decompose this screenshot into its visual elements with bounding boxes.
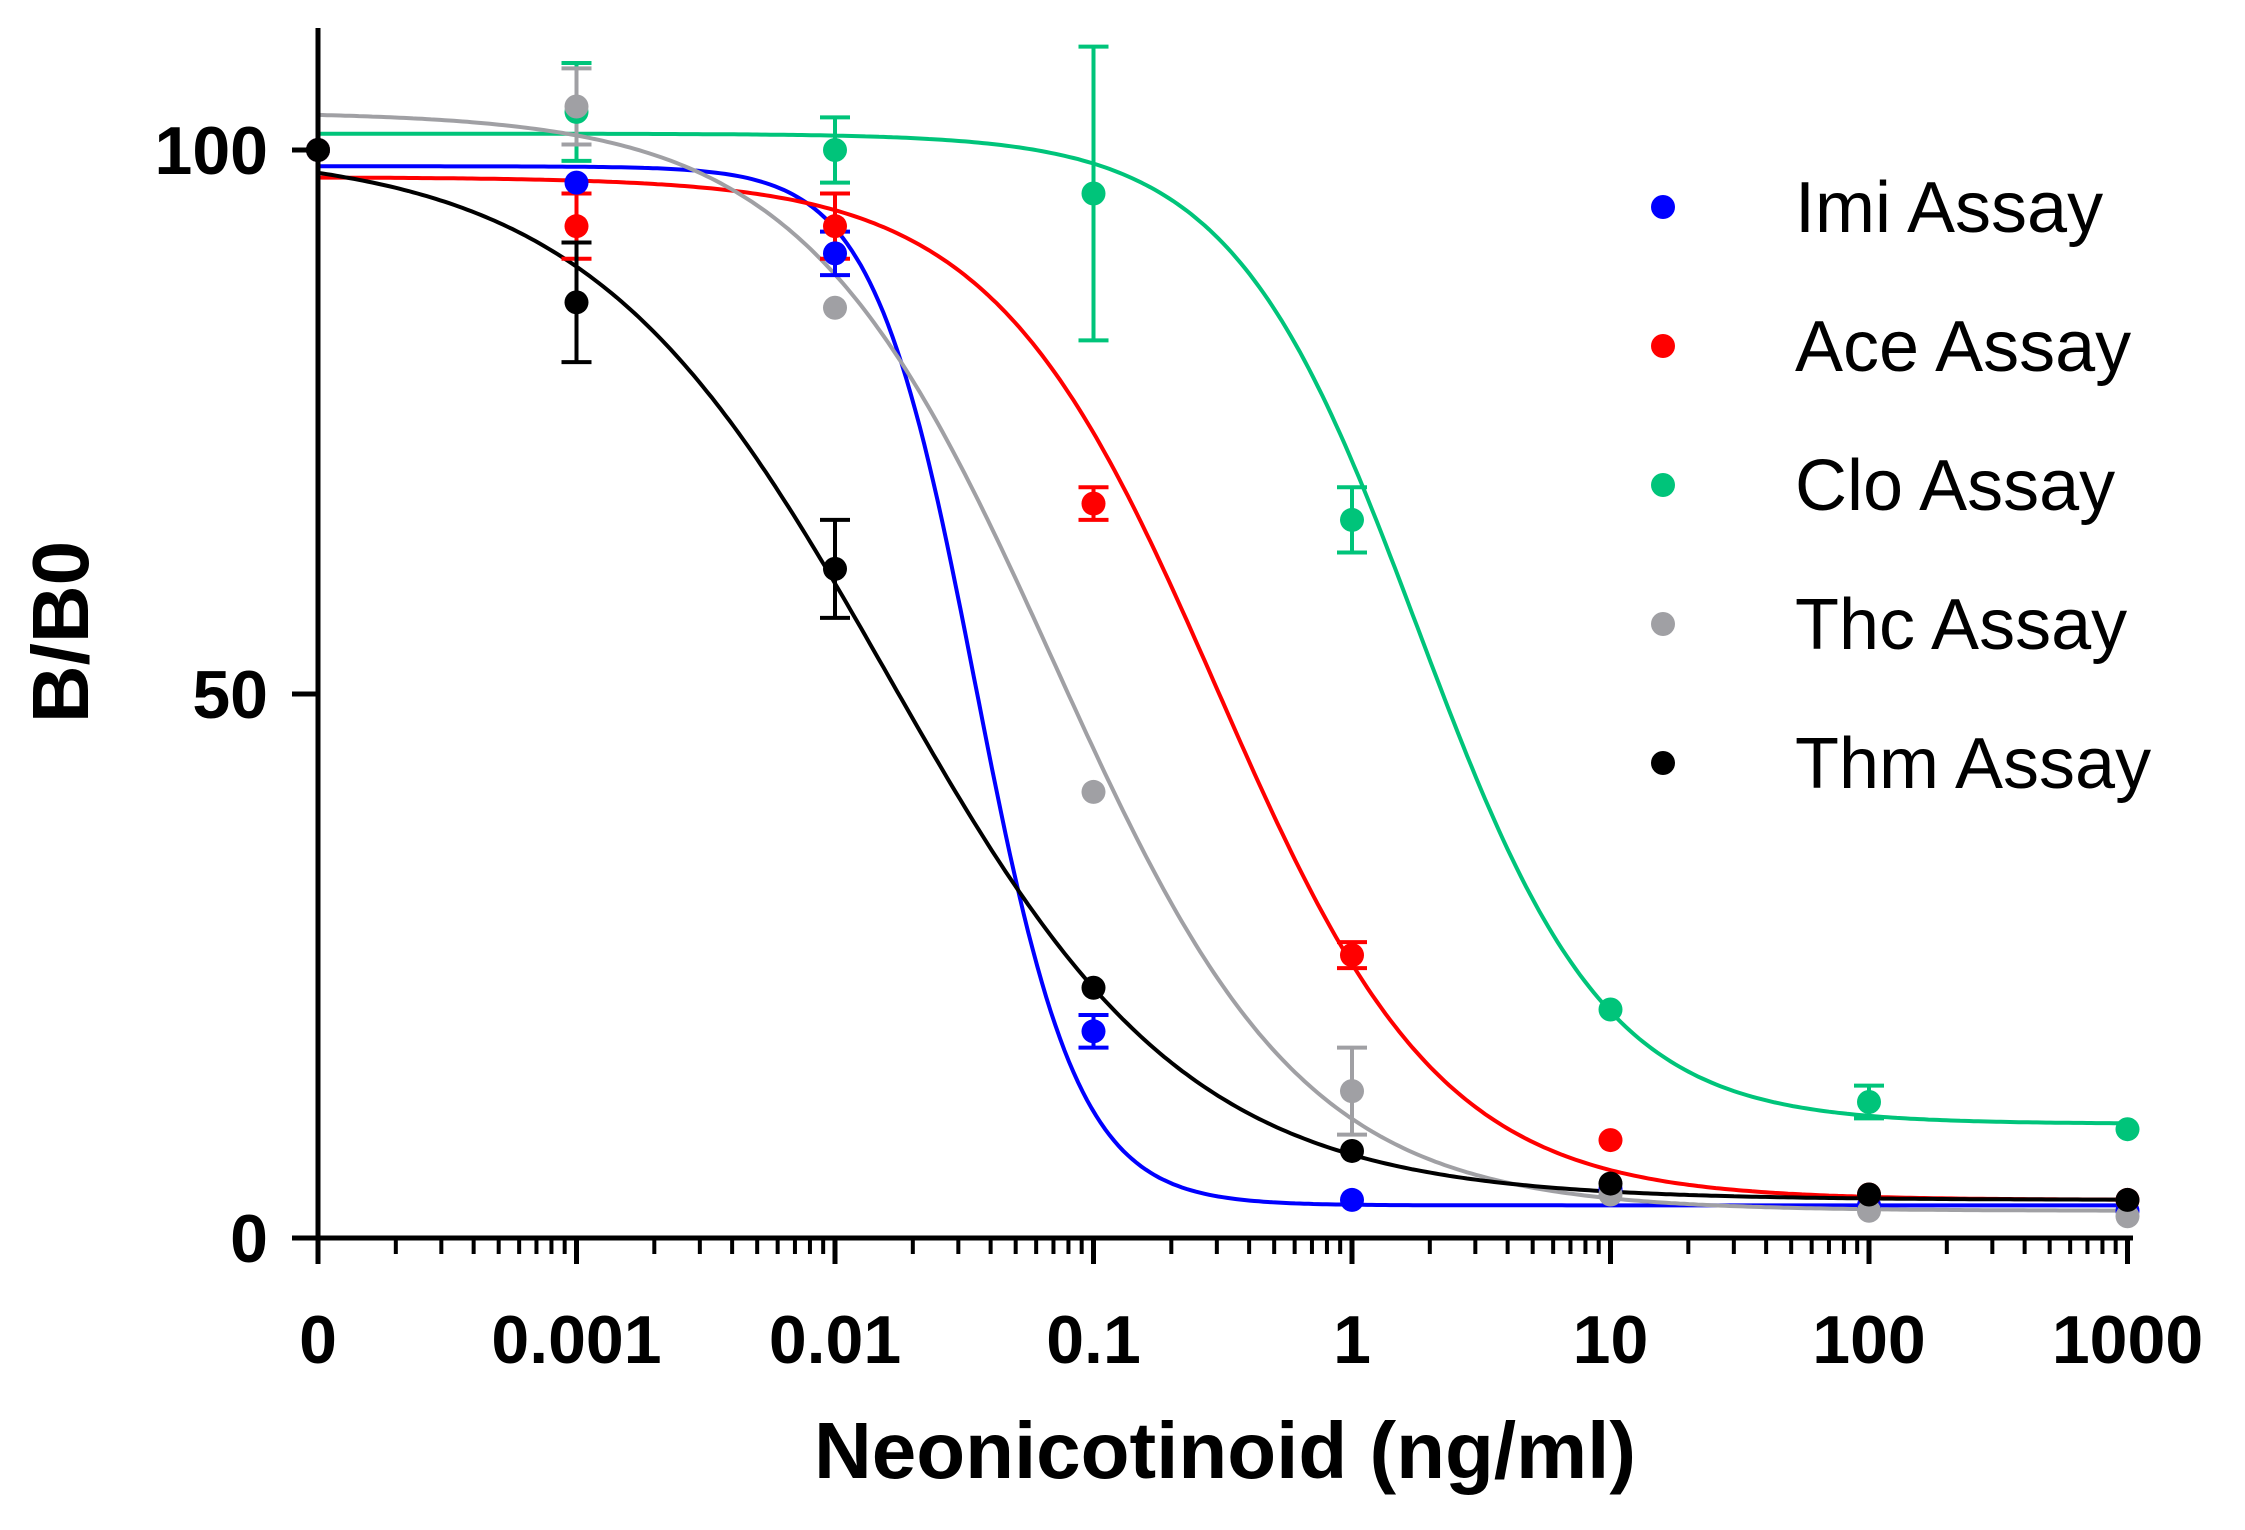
y-tick-labels: 0 50 100 bbox=[155, 113, 268, 1277]
data-point bbox=[1857, 1182, 1881, 1207]
data-point bbox=[1340, 507, 1364, 532]
data-point bbox=[1081, 779, 1106, 804]
legend-label: Imi Assay bbox=[1795, 168, 2103, 248]
fit-curve-imi-assay bbox=[318, 164, 2128, 1208]
x-tick-label: 1000 bbox=[2052, 1302, 2203, 1378]
data-point bbox=[1081, 1019, 1106, 1044]
data-point bbox=[823, 241, 847, 266]
data-point bbox=[823, 214, 847, 239]
data-point bbox=[1340, 1079, 1364, 1104]
data-point bbox=[1598, 1171, 1623, 1196]
data-point bbox=[1340, 943, 1364, 968]
x-axis-title: Neonicotinoid (ng/ml) bbox=[814, 1406, 1636, 1495]
y-tick-label: 0 bbox=[230, 1201, 268, 1277]
fit-curve-ace-assay bbox=[317, 175, 2128, 1202]
fit-curves bbox=[317, 112, 2128, 1213]
legend-item: Clo Assay bbox=[1651, 446, 2115, 526]
x-tick-label: 100 bbox=[1812, 1302, 1925, 1378]
y-tick-label: 50 bbox=[192, 657, 268, 733]
data-point bbox=[1081, 975, 1106, 1000]
y-axis-title: B/B0 bbox=[16, 541, 105, 723]
legend-item: Thm Assay bbox=[1651, 724, 2151, 804]
x-tick-label: 0.1 bbox=[1046, 1302, 1141, 1378]
legend: Imi Assay Ace Assay Clo Assay Thc Assay Thm … bbox=[1651, 168, 2151, 804]
data-point bbox=[823, 295, 847, 320]
error-bars bbox=[561, 44, 1884, 1137]
legend-label: Ace Assay bbox=[1795, 307, 2131, 387]
legend-marker bbox=[1651, 195, 1675, 219]
data-point bbox=[823, 556, 847, 581]
y-tick-label: 100 bbox=[155, 113, 268, 189]
data-point bbox=[564, 290, 589, 315]
legend-label: Thm Assay bbox=[1795, 724, 2151, 804]
fit-curve-thm-assay bbox=[317, 170, 2128, 1202]
data-point bbox=[564, 170, 589, 195]
legend-marker bbox=[1651, 473, 1675, 497]
fit-curve-thc-assay bbox=[317, 112, 2128, 1213]
x-tick-label: 0 bbox=[299, 1302, 337, 1378]
data-point bbox=[2115, 1117, 2140, 1142]
legend-marker bbox=[1651, 334, 1675, 358]
fit-curve-clo-assay bbox=[318, 131, 2128, 1126]
data-point bbox=[564, 214, 589, 239]
legend-item: Ace Assay bbox=[1651, 307, 2131, 387]
data-point bbox=[1340, 1138, 1364, 1163]
legend-item: Thc Assay bbox=[1651, 585, 2127, 665]
data-point bbox=[2115, 1187, 2140, 1212]
legend-marker bbox=[1651, 612, 1675, 636]
data-point bbox=[1340, 1187, 1364, 1212]
x-tick-label: 0.001 bbox=[491, 1302, 661, 1378]
legend-label: Clo Assay bbox=[1795, 446, 2115, 526]
legend-item: Imi Assay bbox=[1651, 168, 2103, 248]
x-tick-label: 0.01 bbox=[769, 1302, 901, 1378]
data-point bbox=[1598, 1128, 1623, 1153]
x-tick-label: 10 bbox=[1573, 1302, 1649, 1378]
data-point bbox=[564, 94, 589, 119]
data-point bbox=[1081, 181, 1106, 206]
data-points bbox=[306, 94, 2140, 1229]
legend-label: Thc Assay bbox=[1795, 585, 2127, 665]
x-tick-label: 1 bbox=[1333, 1302, 1371, 1378]
x-tick-labels: 0 0.001 0.01 0.1 1 10 100 1000 bbox=[299, 1302, 2203, 1378]
data-point bbox=[1081, 491, 1106, 516]
data-point bbox=[1857, 1090, 1881, 1114]
data-point bbox=[1598, 997, 1623, 1022]
legend-marker bbox=[1651, 751, 1675, 775]
axis-ticks bbox=[292, 147, 2130, 1264]
data-point bbox=[823, 138, 847, 162]
